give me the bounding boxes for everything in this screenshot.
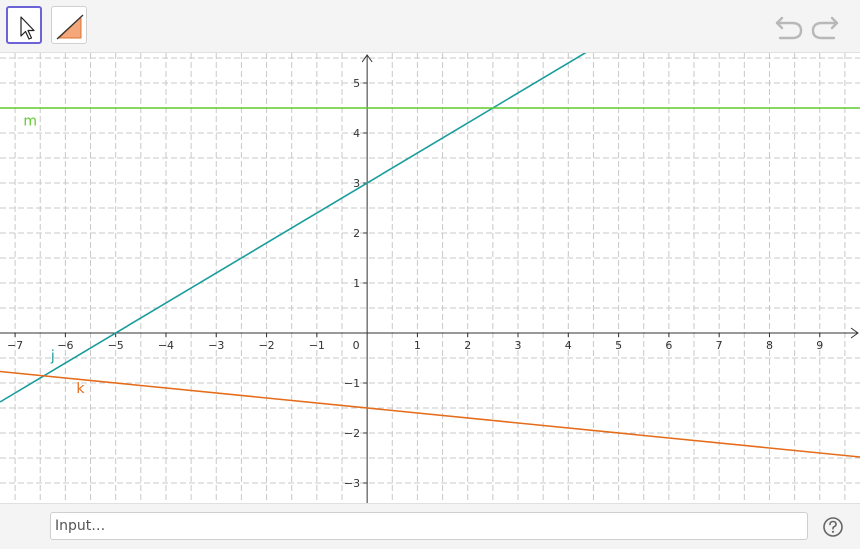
help-button[interactable]	[822, 516, 844, 538]
origin-label: 0	[353, 339, 360, 352]
y-tick-label: −2	[344, 427, 360, 440]
y-tick-label: −1	[344, 377, 360, 390]
y-tick-label: 3	[353, 177, 360, 190]
line-j	[0, 53, 587, 403]
x-tick-label: 3	[515, 339, 522, 352]
x-tick-label: −1	[309, 339, 325, 352]
line-label-j: j	[50, 349, 55, 365]
move-tool-icon	[20, 16, 35, 40]
y-tick-label: 1	[353, 277, 360, 290]
undo-icon	[775, 16, 803, 40]
y-axis-arrow	[361, 54, 373, 63]
input-bar	[0, 503, 860, 549]
x-tick-label: 5	[615, 339, 622, 352]
x-tick-label: 6	[665, 339, 672, 352]
y-tick-label: 4	[353, 127, 360, 140]
x-tick-label: −7	[7, 339, 23, 352]
coordinate-plane[interactable]: −7 −6 −5 −4 −3 −2 −1 1 2 3 4 5 6 7 8 9 0 −3 −2 −1 1 2 3 4 5 j k m	[0, 53, 860, 503]
y-tick-label: 2	[353, 227, 360, 240]
x-tick-label: 2	[464, 339, 471, 352]
x-tick-label: 8	[766, 339, 773, 352]
toolbar	[0, 0, 860, 53]
redo-icon	[811, 16, 839, 40]
x-tick-label: −6	[57, 339, 73, 352]
line-label-k: k	[76, 381, 85, 397]
x-tick-label: 9	[816, 339, 823, 352]
x-tick-label: 7	[716, 339, 723, 352]
y-tick-label: 5	[353, 77, 360, 90]
move-tool-button[interactable]	[6, 6, 42, 44]
line-tool-button[interactable]	[51, 6, 87, 44]
undo-button[interactable]	[774, 12, 804, 42]
line-label-m: m	[23, 114, 37, 130]
x-axis-arrow	[850, 327, 859, 339]
line-tool-icon	[56, 14, 84, 40]
x-tick-label: 4	[565, 339, 572, 352]
help-icon	[823, 517, 843, 537]
graphics-view[interactable]: −7 −6 −5 −4 −3 −2 −1 1 2 3 4 5 6 7 8 9 0 −3 −2 −1 1 2 3 4 5 j k m	[0, 53, 860, 503]
y-tick-label: −3	[344, 477, 360, 490]
algebra-input[interactable]	[50, 512, 808, 540]
x-tick-label: −3	[208, 339, 224, 352]
x-tick-label: −5	[108, 339, 124, 352]
x-tick-label: 1	[414, 339, 421, 352]
redo-button[interactable]	[810, 12, 840, 42]
x-tick-label: −4	[158, 339, 174, 352]
x-tick-label: −2	[258, 339, 274, 352]
line-k	[0, 370, 860, 458]
